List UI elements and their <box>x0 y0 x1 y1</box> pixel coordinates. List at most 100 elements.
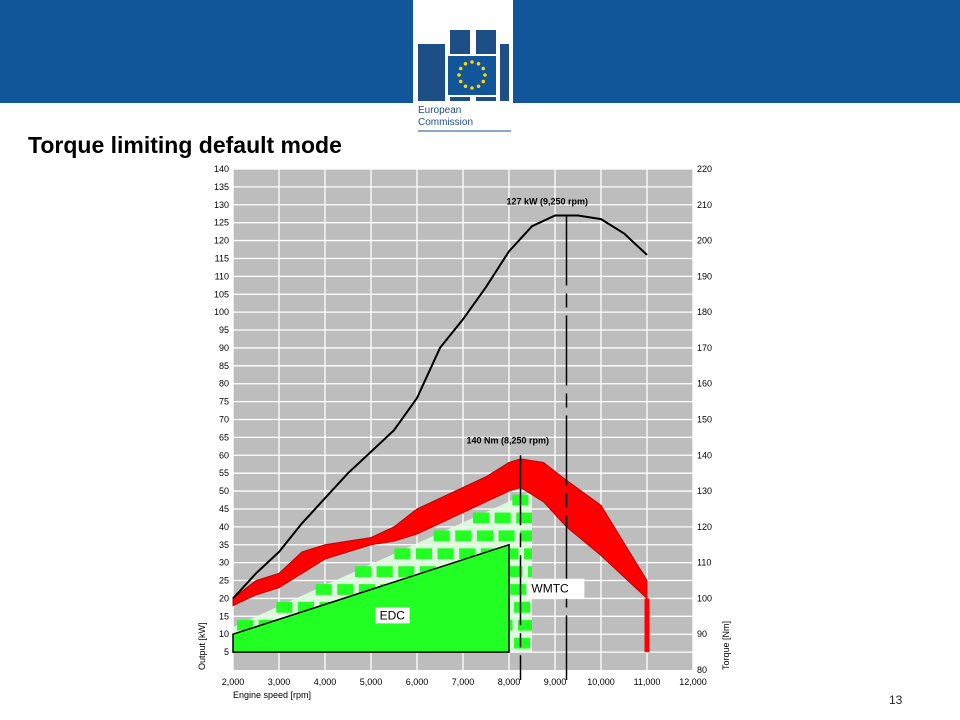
y-tick-label: 105 <box>214 289 229 299</box>
y-tick-label: 135 <box>214 182 229 192</box>
wmtc-hatch <box>394 548 411 560</box>
x-tick-label: 5,000 <box>360 677 383 687</box>
y2-tick-label: 130 <box>697 486 712 496</box>
y2-tick-label: 90 <box>697 629 707 639</box>
eu-star-icon <box>463 84 468 89</box>
wmtc-hatch <box>236 619 254 631</box>
edc-area <box>232 543 510 653</box>
plot-area: 127 kW (9,250 rpm) 140 Nm (8,250 rpm) EDC W… <box>197 164 731 700</box>
y2-tick-label: 170 <box>697 343 712 353</box>
y-tick-label: 20 <box>219 593 229 603</box>
wmtc-hatch <box>415 548 433 560</box>
y2-tick-label: 80 <box>697 665 707 675</box>
y-tick-label: 55 <box>219 468 229 478</box>
y-tick-label: 60 <box>219 450 229 460</box>
y2-tick-label: 150 <box>697 415 712 425</box>
y2-tick-label: 210 <box>697 200 712 210</box>
logo-text-line2: Commission <box>418 117 473 128</box>
wmtc-hatch <box>510 584 527 595</box>
y-tick-label: 10 <box>219 629 229 639</box>
wmtc-hatch <box>297 602 314 613</box>
eu-star-icon <box>476 84 481 89</box>
y-tick-label: 80 <box>219 379 229 389</box>
y2-tick-label: 190 <box>697 271 712 281</box>
y-tick-label: 65 <box>219 432 229 442</box>
power-series-line <box>232 214 648 600</box>
y-tick-label: 90 <box>219 343 229 353</box>
y-tick-label: 95 <box>219 325 229 335</box>
power-peak-annotation: 127 kW (9,250 rpm) <box>507 197 589 207</box>
y2-tick-label: 110 <box>697 558 711 568</box>
wmtc-hatch <box>527 566 532 577</box>
wmtc-hatch <box>514 602 531 613</box>
torque-peak-annotation: 140 Nm (8,250 rpm) <box>467 435 550 445</box>
x-tick-label: 6,000 <box>406 677 429 687</box>
y-axis-title: Output [kW] <box>197 622 207 670</box>
y2-tick-label: 160 <box>697 379 712 389</box>
x-tick-label: 10,000 <box>587 677 615 687</box>
wmtc-hatch <box>455 530 472 542</box>
wmtc-hatch <box>517 619 532 631</box>
eu-star-icon <box>470 86 474 90</box>
wmtc-hatch <box>433 530 450 542</box>
y-tick-label: 25 <box>219 576 229 586</box>
eu-star-icon <box>458 66 463 71</box>
y-tick-label: 35 <box>219 540 229 550</box>
y-tick-label: 50 <box>219 486 229 496</box>
x-tick-label: 4,000 <box>314 677 337 687</box>
y2-tick-label: 120 <box>697 522 712 532</box>
y-tick-label: 45 <box>219 504 229 514</box>
eu-star-icon <box>458 79 463 84</box>
edc-label: EDC <box>380 608 406 622</box>
wmtc-hatch <box>459 548 476 560</box>
y2-tick-label: 140 <box>697 450 712 460</box>
wmtc-hatch <box>354 566 372 577</box>
wmtc-hatch <box>437 548 454 560</box>
eu-star-icon <box>483 73 487 77</box>
y-tick-label: 5 <box>224 647 229 657</box>
wmtc-hatch <box>398 566 415 577</box>
y-tick-label: 85 <box>219 361 229 371</box>
x-tick-label: 3,000 <box>268 677 291 687</box>
wmtc-hatch <box>472 512 490 524</box>
x-tick-label: 2,000 <box>222 677 245 687</box>
wmtc-hatch <box>494 512 511 524</box>
y2-tick-label: 220 <box>697 164 712 174</box>
page-number: 13 <box>889 693 903 707</box>
y-tick-label: 110 <box>215 271 229 281</box>
eu-star-icon <box>457 73 461 77</box>
wmtc-hatch <box>502 548 519 560</box>
eu-star-icon <box>470 60 474 64</box>
wmtc-label-box <box>527 578 585 599</box>
wmtc-hatch <box>520 530 532 542</box>
y2-tick-label: 180 <box>697 307 712 317</box>
y2-tick-label: 200 <box>697 236 712 246</box>
wmtc-hatch <box>337 584 354 595</box>
y-tick-label: 75 <box>219 397 229 407</box>
wmtc-hatch <box>516 512 532 524</box>
european-commission-logo: European Commission <box>418 30 511 132</box>
y-tick-label: 130 <box>214 200 229 210</box>
y-tick-label: 40 <box>219 522 229 532</box>
edc-label-box <box>375 607 410 624</box>
x-tick-label: 7,000 <box>452 677 475 687</box>
x-tick-label: 12,000 <box>679 677 707 687</box>
slide-title: Torque limiting default mode <box>28 132 342 158</box>
wmtc-hatch <box>506 566 523 577</box>
x-tick-label: 9,000 <box>544 677 567 687</box>
y2-tick-label: 100 <box>697 593 712 603</box>
eu-star-icon <box>481 66 486 71</box>
wmtc-hatch <box>315 584 332 595</box>
y-tick-label: 115 <box>215 253 229 263</box>
y-tick-label: 120 <box>214 236 229 246</box>
x-tick-label: 8,000 <box>498 677 521 687</box>
eu-star-icon <box>463 61 468 66</box>
y2-axis-title: Torque [Nm] <box>721 621 731 670</box>
wmtc-hatch <box>498 530 515 542</box>
y-tick-label: 70 <box>219 415 229 425</box>
y-tick-label: 125 <box>214 218 229 228</box>
y-tick-label: 140 <box>214 164 229 174</box>
eu-star-icon <box>481 79 486 84</box>
wmtc-hatch <box>358 584 375 595</box>
